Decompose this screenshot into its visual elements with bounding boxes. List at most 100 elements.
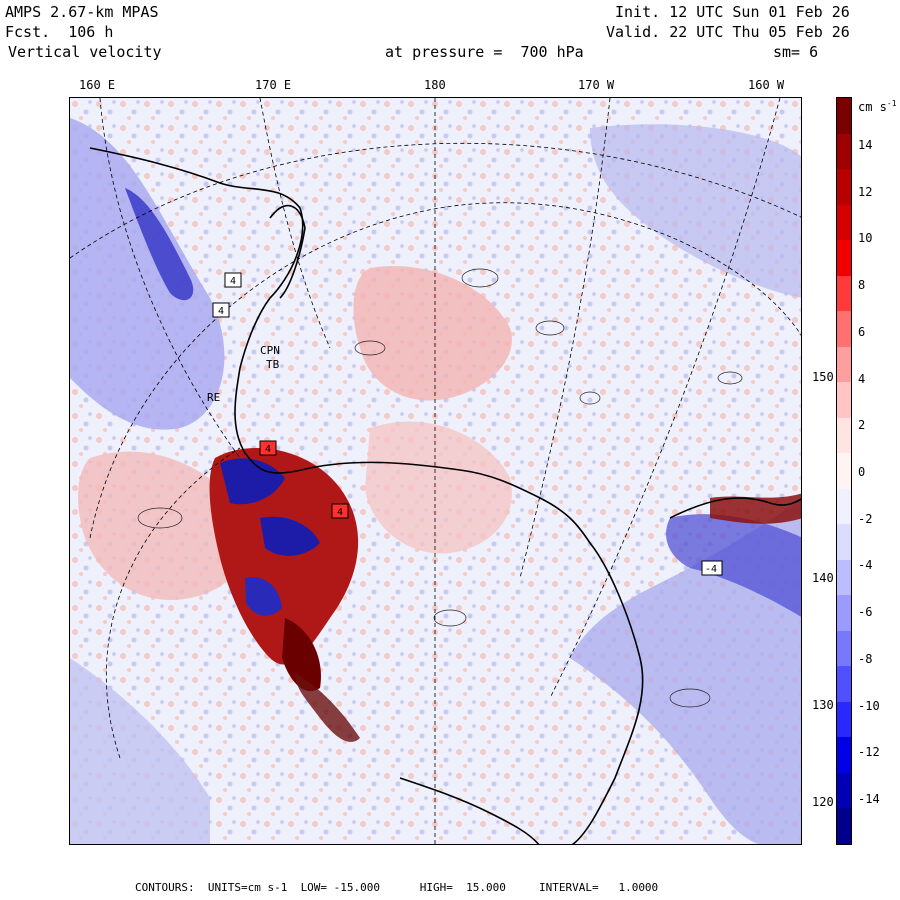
colorbar-segment: [837, 701, 851, 738]
station-cpn: CPN: [260, 344, 280, 357]
colorbar-segment: [837, 630, 851, 667]
positive-region-central: [353, 266, 512, 401]
field-name: Vertical velocity: [8, 43, 162, 61]
lon-label-170e: 170 E: [255, 78, 292, 92]
colorbar-segment: [837, 524, 851, 561]
lon-label-170w: 170 W: [578, 78, 615, 92]
colorbar-segment: [837, 382, 851, 419]
vertical-velocity-map: CPN TB RE 4 4 4 4 4 -4: [69, 97, 802, 845]
colorbar-tick-label: 6: [858, 324, 866, 339]
colorbar-segment: [837, 133, 851, 170]
strong-updraft-core-south: [282, 618, 321, 692]
contour-8: [354, 340, 386, 356]
value-box-6: [701, 560, 723, 576]
smoothing-label: sm= 6: [773, 43, 819, 61]
colorbar-tick-label: -6: [858, 605, 873, 620]
colorbar-segment: [837, 772, 851, 809]
lon-label-160w: 160 W: [748, 78, 785, 92]
wave-band-east: [666, 514, 801, 617]
coastlines: [89, 147, 801, 844]
colorbar-segment: [837, 346, 851, 383]
contour-4: [137, 507, 183, 529]
coastline-east: [669, 497, 801, 519]
colorbar-units: cm s-1: [858, 99, 897, 114]
colorbar-tick-label: 2: [858, 418, 866, 433]
value-box-6-text: -4: [705, 564, 717, 575]
colorbar-segment: [837, 98, 851, 135]
value-box-3: [259, 440, 277, 456]
colorbar-segment: [837, 169, 851, 206]
contour-info-footer: CONTOURS: UNITS=cm s-1 LOW= -15.000 HIGH…: [135, 881, 659, 894]
contour-7: [717, 371, 743, 385]
units-exponent: -1: [886, 99, 897, 108]
pressure-level: at pressure = 700 hPa: [385, 43, 584, 61]
colorbar-segment: [837, 204, 851, 241]
colorbar-segment: [837, 737, 851, 774]
positive-region-west: [78, 451, 248, 600]
forecast-hour: Fcst. 106 h: [5, 23, 114, 41]
station-re: RE: [207, 391, 220, 404]
valid-time: Valid. 22 UTC Thu 05 Feb 26: [606, 23, 850, 41]
station-tb: TB: [266, 358, 280, 371]
meridian-160e: [99, 98, 241, 459]
positive-region-south-central: [365, 421, 512, 554]
meridian-160w: [549, 98, 781, 699]
colorbar-tick-label: -2: [858, 511, 873, 526]
colorbar-tick-label: 0: [858, 465, 866, 479]
wave-band-south: [295, 673, 360, 742]
negative-region-southwest: [70, 658, 210, 844]
value-boxes: 4 4 4 4 4 -4: [212, 272, 723, 576]
contour-3: [579, 391, 601, 405]
parallel-3: [106, 447, 241, 759]
colorbar-segment: [837, 417, 851, 454]
contour-6: [669, 688, 711, 708]
value-box-3-text: 4: [265, 444, 271, 455]
negative-region-northeast: [590, 124, 801, 298]
contour-blobs: [137, 268, 743, 708]
lon-label-160e: 160 E: [79, 78, 116, 92]
colorbar-tick-label: -8: [858, 651, 873, 666]
model-title: AMPS 2.67-km MPAS: [5, 3, 159, 21]
colorbar-segment: [837, 488, 851, 525]
parallel-1: [70, 142, 801, 259]
colorbar-tick-label: -14: [858, 792, 880, 806]
colorbar-segment: [837, 311, 851, 348]
strong-downdraft-core-3: [245, 577, 282, 616]
coastline-ross-island: [269, 204, 306, 299]
lon-label-180: 180: [424, 78, 446, 92]
graticule: [70, 98, 801, 844]
colorbar-tick-label: -10: [858, 698, 880, 713]
colorbar-segment: [837, 275, 851, 312]
colorbar-tick-label: -4: [858, 558, 873, 573]
colorbar-tick-label: 12: [858, 184, 873, 199]
meridian-170e: [259, 98, 331, 349]
value-box-2: [212, 302, 230, 318]
wave-band-northwest: [125, 188, 194, 301]
coastline-south: [399, 777, 540, 844]
value-box-4-text: 4: [337, 507, 343, 518]
init-time: Init. 12 UTC Sun 01 Feb 26: [615, 3, 850, 21]
colorbar-tick-label: -12: [858, 745, 880, 760]
contour-2: [535, 320, 565, 336]
strong-downdraft-core-1: [220, 458, 285, 505]
colorbar-segment: [837, 453, 851, 490]
colorbar-segment: [837, 808, 851, 845]
updraft-band-east: [710, 493, 801, 524]
colorbar-tick-label: 14: [858, 138, 873, 152]
negative-region-west: [70, 118, 225, 430]
contour-1: [461, 268, 499, 288]
colorbar-segment: [837, 559, 851, 596]
map-svg: CPN TB RE 4 4 4 4 4 -4: [70, 98, 801, 844]
colorbar-tick-label: 4: [858, 371, 866, 386]
colorbar-segment: [837, 666, 851, 703]
contour-5: [433, 609, 467, 627]
colorbar-tick-label: 8: [858, 278, 866, 293]
colorbar-segment: [837, 595, 851, 632]
value-box-1-text: 4: [230, 276, 236, 287]
coastline-main: [89, 147, 644, 844]
strong-downdraft-core-2: [260, 516, 320, 556]
value-box-2-text: 4: [218, 306, 224, 317]
parallel-2: [89, 202, 801, 539]
value-box-4: [331, 503, 349, 519]
colorbar: [836, 97, 852, 845]
